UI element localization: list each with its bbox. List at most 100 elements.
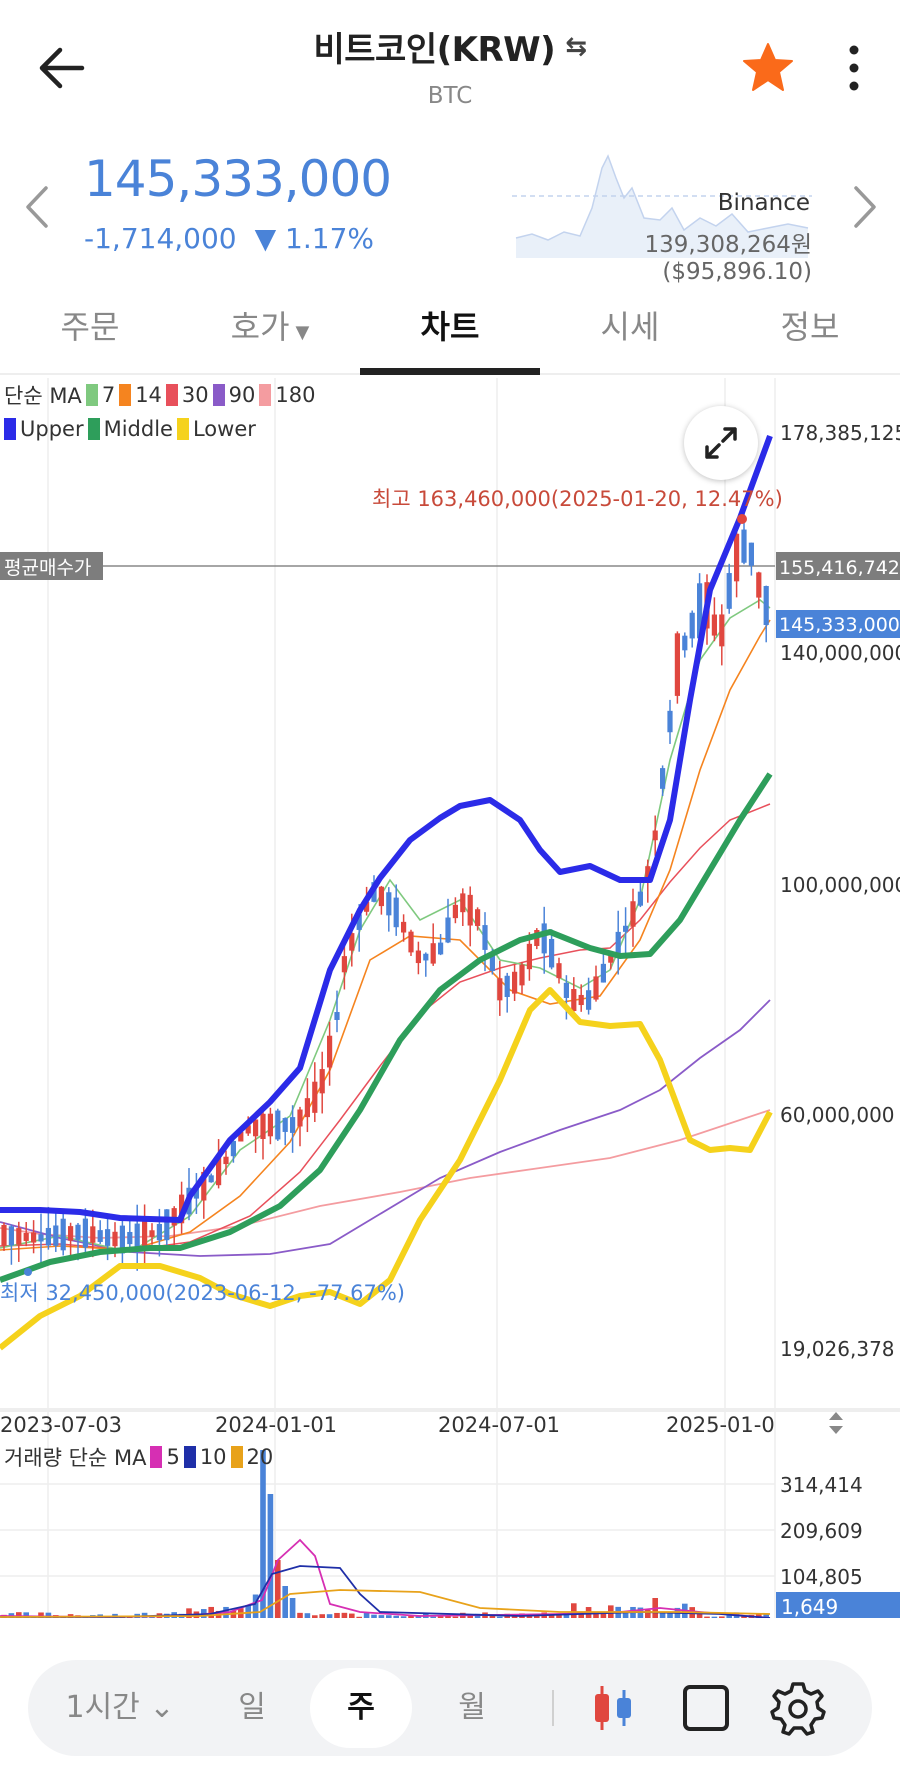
candle-body <box>423 953 429 961</box>
tab-label: 시세 <box>600 308 660 346</box>
candle-body <box>563 982 569 998</box>
volume-bar <box>378 1615 385 1618</box>
candle-body <box>208 1175 214 1183</box>
change-amount: -1,714,000 <box>84 222 237 255</box>
volume-bar <box>763 1613 769 1618</box>
upper-swatch <box>4 418 16 440</box>
favorite-star-icon[interactable] <box>740 40 796 96</box>
candle-body <box>482 925 488 950</box>
volume-bar <box>489 1615 496 1618</box>
volume-bars <box>1 1450 769 1618</box>
period-day[interactable]: 일 <box>238 1690 266 1725</box>
candle-body <box>112 1231 118 1247</box>
tab-chart[interactable]: 차트 <box>360 290 540 375</box>
volume-bar <box>208 1606 214 1618</box>
price-axis-label: 19,026,378 <box>780 1337 895 1361</box>
price-axis-label: 100,000,000 <box>780 873 900 897</box>
candle-body <box>541 923 547 954</box>
avg-price-axis-value: 155,416,742 <box>779 557 900 579</box>
interval-selector[interactable]: 1시간 ⌄ <box>50 1660 190 1756</box>
interval-label: 1시간 <box>65 1690 140 1725</box>
volume-bar <box>497 1616 503 1618</box>
avg-price-label: 평균매수가 <box>4 557 91 579</box>
volume-bar <box>334 1612 340 1618</box>
candle-body <box>408 931 414 953</box>
middle-label: Middle <box>103 417 173 441</box>
coin-title[interactable]: 비트코인(KRW) ⇆ <box>313 22 587 71</box>
candle-body <box>393 897 399 928</box>
prev-coin-chevron-icon[interactable] <box>20 182 56 232</box>
ma7-label: 7 <box>101 383 116 407</box>
candle-body <box>497 978 503 1001</box>
candlestick-chart[interactable]: 평균매수가 최고 163,460,000(2025-01-20, 12.47%)… <box>0 378 900 1618</box>
candle-style-icon[interactable] <box>584 1678 644 1738</box>
candle-body <box>230 1140 236 1157</box>
back-arrow-icon[interactable] <box>36 40 96 96</box>
candle-body <box>290 1117 296 1133</box>
candle-body <box>512 971 518 994</box>
axis-scale-icon[interactable] <box>829 1412 843 1434</box>
volume-bar <box>467 1614 473 1618</box>
date-tick: 2024-01-01 <box>215 1413 337 1437</box>
lower-label: Lower <box>192 417 256 441</box>
tab-order[interactable]: 주문 <box>0 290 180 373</box>
drawing-tool-icon[interactable] <box>676 1678 736 1738</box>
candle-body <box>378 886 384 907</box>
volume-bar <box>452 1616 459 1618</box>
expand-fullscreen-icon[interactable] <box>684 406 758 480</box>
ma-legend[interactable]: 단순 MA 7 14 30 90 180 <box>4 380 315 410</box>
volume-bar <box>38 1612 44 1618</box>
candle-body <box>364 901 370 912</box>
candle-body <box>1 1225 7 1246</box>
volume-bar <box>548 1615 555 1618</box>
tab-label: 호가 <box>230 308 290 346</box>
candle-body <box>726 573 732 609</box>
chart-toolbar: 1시간 ⌄ 일 주 월 <box>28 1660 872 1756</box>
tab-info[interactable]: 정보 <box>720 290 900 373</box>
vol-ma10-label: 10 <box>199 1445 227 1469</box>
volume-legend[interactable]: 거래량 단순 MA 5 10 20 <box>4 1442 273 1472</box>
candle-body <box>282 1118 288 1132</box>
volume-bar <box>659 1611 666 1618</box>
swap-icon[interactable]: ⇆ <box>565 31 587 62</box>
candle-body <box>415 950 421 964</box>
volume-bar <box>186 1608 192 1618</box>
candle-body <box>430 943 436 964</box>
app-header: 비트코인(KRW) ⇆ BTC <box>0 0 900 130</box>
candle-body <box>142 1220 148 1250</box>
candle-group <box>1 512 769 1271</box>
candle-body <box>327 1035 333 1068</box>
candle-body <box>489 955 495 971</box>
candle-body <box>260 1113 266 1140</box>
tab-market[interactable]: 시세 <box>540 290 720 373</box>
candle-body <box>571 989 577 1011</box>
volume-bar <box>408 1615 414 1618</box>
reference-price: 139,308,264원($95,896.10) <box>644 232 812 285</box>
period-month[interactable]: 월 <box>458 1690 486 1725</box>
candle-body <box>349 933 355 951</box>
tab-label: 정보 <box>780 308 840 346</box>
more-menu-icon[interactable] <box>834 40 874 96</box>
settings-gear-icon[interactable] <box>768 1678 828 1738</box>
price-axis-label: 60,000,000 <box>780 1103 895 1127</box>
candle-body <box>460 893 466 913</box>
candle-body <box>16 1228 22 1245</box>
volume-bar <box>260 1450 266 1618</box>
candle-body <box>526 943 532 970</box>
bollinger-legend[interactable]: Upper Middle Lower <box>4 417 256 441</box>
candle-body <box>623 925 629 932</box>
candle-body <box>297 1109 303 1127</box>
coin-symbol: BTC <box>427 83 473 109</box>
period-week[interactable]: 주 <box>310 1668 412 1748</box>
volume-bar <box>363 1612 370 1618</box>
volume-legend-title: 거래량 단순 MA <box>4 1446 147 1470</box>
current-volume-tag <box>776 1592 900 1618</box>
candle-body <box>82 1218 88 1248</box>
next-coin-chevron-icon[interactable] <box>846 182 882 232</box>
tab-orderbook[interactable]: 호가 ▼ <box>180 290 360 373</box>
candle-body <box>68 1226 74 1241</box>
date-tick: 2023-07-03 <box>0 1413 122 1437</box>
volume-bar <box>245 1605 251 1618</box>
vol-ma20-swatch <box>230 1446 243 1468</box>
candle-body <box>711 614 717 636</box>
